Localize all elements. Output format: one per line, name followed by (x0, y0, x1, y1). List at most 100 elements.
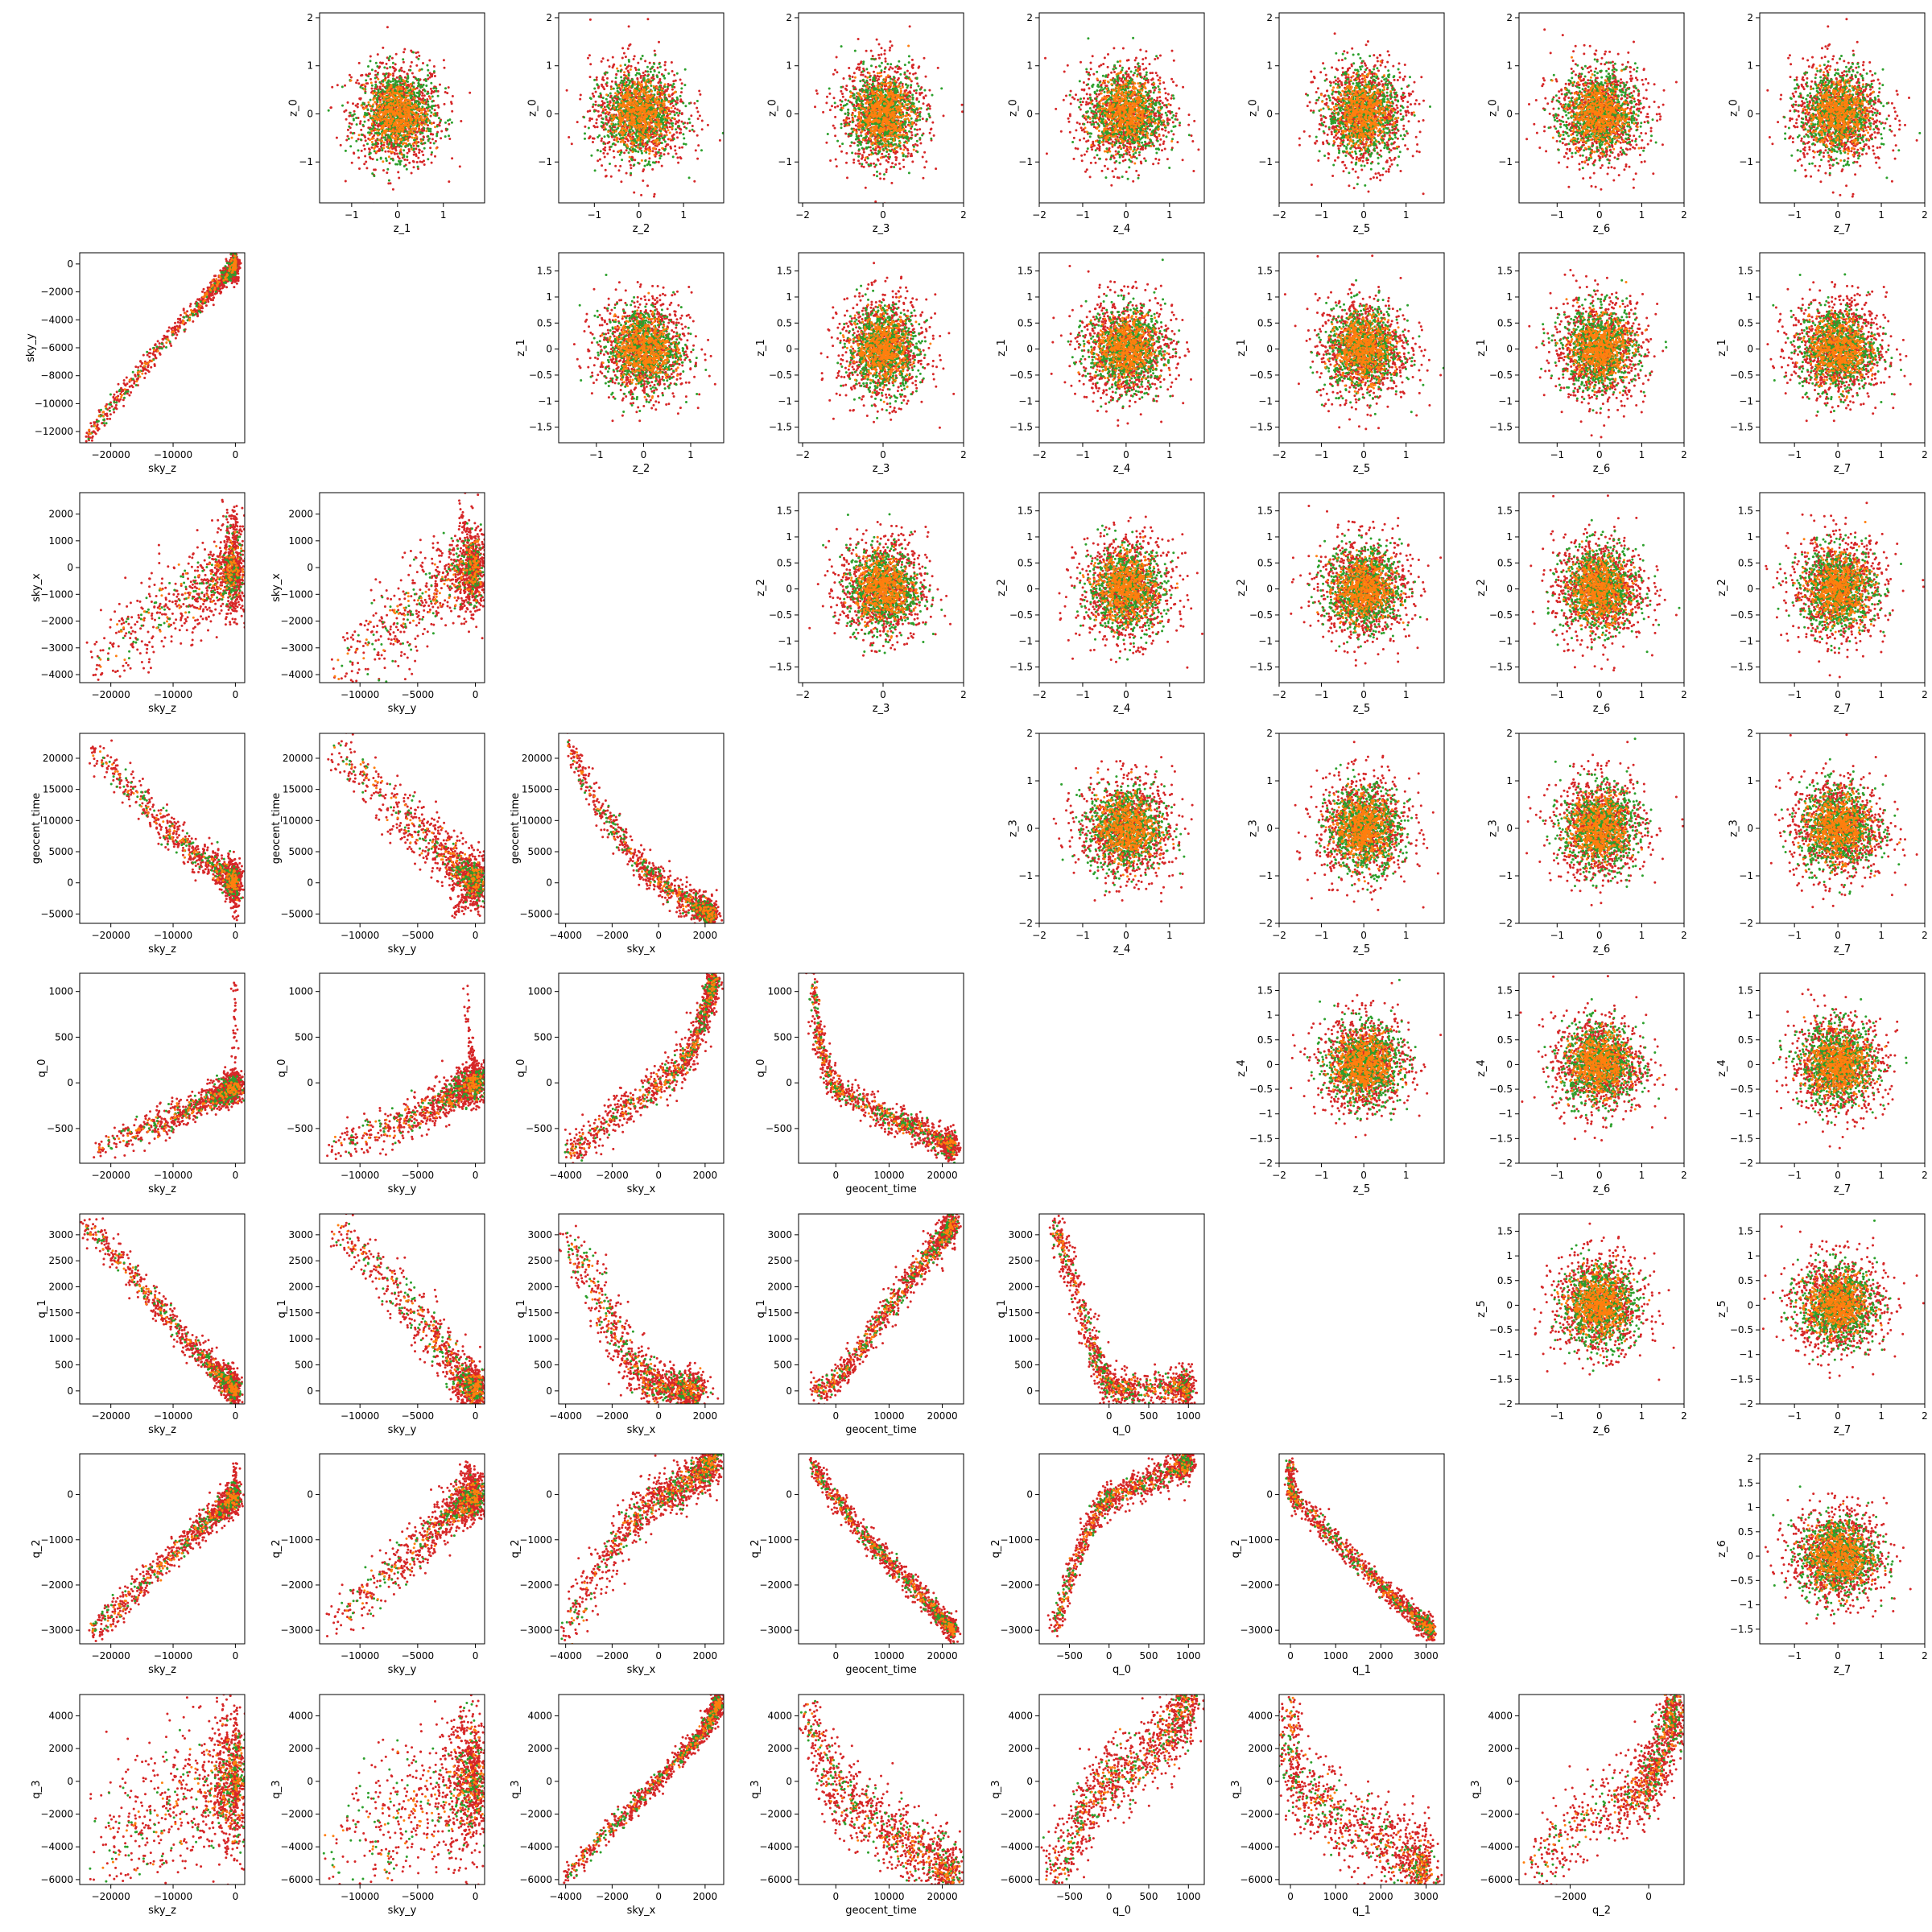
scatter-point (630, 102, 632, 105)
scatter-point (576, 121, 579, 123)
scatter-point (868, 154, 870, 156)
scatter-point (922, 177, 924, 180)
scatter-point (845, 85, 848, 87)
scatter-point (632, 132, 634, 134)
scatter-point (840, 90, 842, 93)
scatter-point (670, 103, 672, 105)
scatter-point (401, 93, 403, 95)
scatter-point (372, 92, 374, 94)
scatter-point (652, 74, 654, 76)
scatter-point (430, 115, 432, 118)
scatter-point (620, 104, 622, 106)
scatter-point (653, 141, 655, 143)
scatter-point (604, 156, 606, 159)
scatter-point (634, 119, 636, 122)
scatter-point (367, 75, 369, 77)
scatter-point (597, 104, 600, 106)
scatter-point (452, 95, 454, 97)
scatter-point (407, 102, 409, 105)
scatter-point (401, 138, 403, 141)
scatter-point (632, 114, 634, 117)
scatter-point (664, 83, 667, 85)
scatter-point (625, 93, 628, 95)
scatter-point (460, 120, 462, 122)
scatter-point (371, 122, 374, 125)
scatter-point (384, 107, 386, 109)
scatter-point (637, 106, 639, 109)
scatter-point (606, 101, 609, 103)
scatter-point (684, 68, 687, 71)
scatter-point (658, 149, 661, 151)
scatter-point (349, 145, 352, 147)
scatter-point (886, 159, 888, 162)
scatter-point (637, 78, 639, 80)
scatter-point (679, 109, 681, 112)
scatter-point (602, 108, 605, 110)
scatter-point (393, 98, 395, 101)
scatter-point (411, 93, 414, 95)
scatter-point (367, 101, 369, 104)
scatter-point (410, 65, 412, 68)
scatter-point (679, 79, 682, 81)
scatter-point (415, 77, 417, 80)
scatter-point (637, 109, 639, 112)
scatter-point (390, 120, 393, 122)
scatter-point (602, 57, 605, 60)
scatter-point (584, 138, 586, 140)
scatter-point (620, 76, 622, 78)
scatter-point (351, 162, 353, 164)
scatter-point (902, 166, 905, 168)
scatter-point (613, 64, 615, 66)
scatter-point (600, 150, 602, 152)
scatter-point (904, 147, 906, 149)
scatter-point (419, 160, 422, 163)
scatter-point (367, 65, 369, 68)
scatter-point (397, 121, 399, 123)
scatter-point (836, 71, 838, 73)
scatter-point (588, 119, 591, 122)
scatter-point (634, 125, 637, 127)
scatter-point (392, 77, 394, 80)
scatter-point (374, 168, 377, 171)
scatter-point (676, 72, 679, 75)
scatter-point (621, 86, 624, 89)
scatter-point (609, 148, 611, 151)
scatter-point (650, 68, 652, 70)
scatter-point (411, 172, 413, 175)
scatter-point (605, 122, 608, 125)
scatter-point (404, 130, 407, 133)
scatter-point (885, 60, 887, 63)
scatter-point (663, 101, 666, 103)
scatter-point (898, 68, 901, 70)
scatter-point (658, 105, 660, 107)
scatter-point (825, 142, 828, 144)
scatter-point (417, 82, 419, 85)
scatter-point (639, 97, 642, 99)
scatter-point (852, 162, 855, 164)
scatter-point (631, 151, 634, 153)
scatter-point (451, 157, 453, 159)
scatter-point (444, 135, 447, 138)
scatter-point (674, 145, 676, 147)
scatter-point (386, 159, 388, 162)
scatter-point (671, 61, 673, 64)
scatter-point (331, 86, 333, 89)
scatter-point (409, 118, 411, 121)
scatter-point (641, 152, 643, 155)
scatter-point (397, 144, 399, 147)
scatter-point (661, 91, 663, 93)
scatter-point (649, 164, 651, 167)
scatter-point (394, 80, 397, 82)
scatter-point (640, 57, 642, 60)
y-tick-label: 0 (546, 108, 552, 119)
scatter-point (355, 81, 357, 84)
scatter-point (623, 52, 625, 55)
scatter-point (418, 130, 420, 132)
scatter-point (365, 79, 367, 81)
scatter-point (696, 107, 698, 109)
scatter-point (687, 122, 689, 125)
scatter-point (415, 155, 418, 157)
scatter-point (889, 47, 891, 49)
scatter-point (929, 132, 931, 134)
scatter-point (617, 85, 620, 87)
